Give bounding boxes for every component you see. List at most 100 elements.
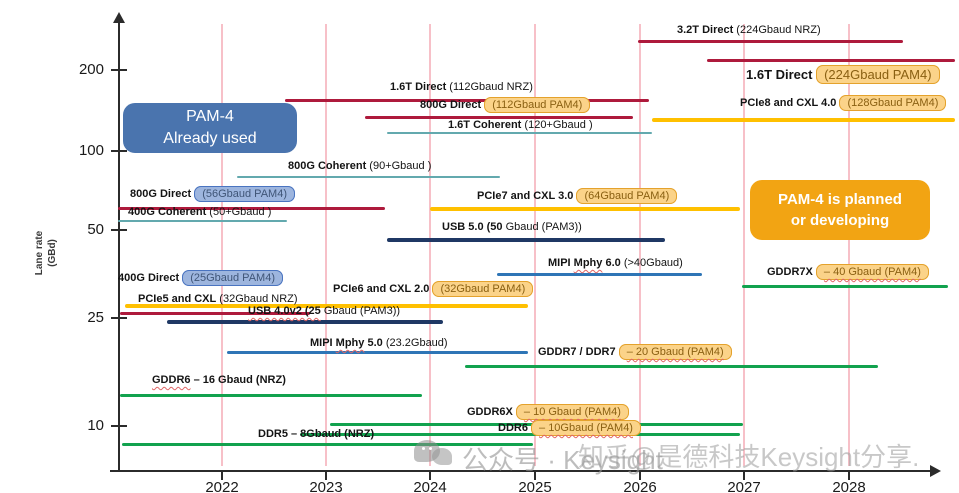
bar-label-part: 5.0: [364, 337, 383, 349]
callout-pam4-already-used: PAM-4 Already used: [123, 103, 297, 153]
bar-label-part: (224Gbaud NRZ): [733, 24, 821, 36]
x-axis-arrow-icon: [930, 465, 941, 477]
x-tick-label-2025: 2025: [518, 479, 552, 493]
bar-label-part: 800G Direct: [420, 99, 485, 111]
x-tick-label-2028: 2028: [832, 479, 866, 493]
bar-label-pcie6-and-cxl-2-0: PCIe6 and CXL 2.0 (32Gbaud PAM4): [333, 281, 534, 297]
x-tick-label-2022: 2022: [205, 479, 239, 493]
x-tick-label-2023: 2023: [309, 479, 343, 493]
bar-label-part: – 20 Gbaud (PAM4): [618, 344, 732, 360]
timeline-bar-mipi-mphy-5-0: [227, 350, 528, 354]
watermark-text-zhihu: 知乎@是德科技Keysight分享.: [578, 442, 920, 472]
bar-label-part: (112Gbaud NRZ): [446, 81, 533, 93]
timeline-bar-1-6t-direct-nrz: [285, 98, 649, 102]
y-tick-label-25: 25: [87, 309, 104, 327]
bar-label-part: 3.2T Direct: [677, 24, 734, 36]
year-gridline-2027: [743, 24, 745, 466]
timeline-bar-pcie6-and-cxl-2-0: [385, 304, 528, 308]
y-axis-arrow-icon: [113, 12, 125, 23]
timeline-bar-gddr7x: [742, 284, 948, 288]
timeline-bar-gddr7-ddr7: [465, 364, 878, 368]
y-tick-label-50: 50: [87, 221, 104, 239]
timeline-bar-800g-coherent: [237, 176, 500, 178]
bar-label-usb-4-0v2: USB 4.0v2 (25 Gbaud (PAM3)): [248, 305, 400, 319]
bar-label-3-2t-direct: 3.2T Direct (224Gbaud NRZ): [677, 24, 821, 38]
bar-label-mipi-mphy-6-0: MIPI Mphy 6.0 (>40Gbaud): [548, 257, 683, 271]
timeline-bar-ddr6: [300, 432, 740, 436]
timeline-bar-pcie5-and-cxl: [125, 304, 430, 308]
bar-label-part: Gbaud (PAM3)): [502, 221, 582, 233]
bar-label-part: (128Gbaud PAM4): [839, 95, 947, 111]
timeline-bar-pcie8-and-cxl-4-0: [652, 118, 955, 122]
bar-label-part: (90+Gbaud ): [366, 160, 432, 172]
bar-label-800g-direct-112g: 800G Direct (112Gbaud PAM4): [420, 97, 591, 113]
bar-label-part: USB 5.0 (50: [442, 221, 503, 233]
bar-label-part: USB 4.0v2 (25: [248, 305, 321, 317]
bar-label-pcie8-and-cxl-4-0: PCIe8 and CXL 4.0 (128Gbaud PAM4): [740, 95, 947, 111]
bar-label-part: GDDR7X: [767, 266, 816, 278]
bar-label-part: – 10Gbaud (PAM4): [531, 420, 641, 436]
year-gridline-2024: [429, 24, 431, 466]
bar-label-gddr7-ddr7: GDDR7 / DDR7 – 20 Gbaud (PAM4): [538, 344, 732, 360]
callout-pam4-planned: PAM-4 is planned or developing: [750, 180, 930, 240]
bar-label-part: 400G Coherent: [128, 206, 207, 218]
timeline-bar-800g-direct-112g: [365, 115, 633, 119]
bar-label-1-6t-direct-nrz: 1.6T Direct (112Gbaud NRZ): [390, 81, 533, 95]
callout-line: PAM-4 is planned: [778, 191, 902, 208]
x-tick-label-2026: 2026: [623, 479, 657, 493]
timeline-bar-400g-direct: [120, 311, 310, 315]
timeline-bar-mipi-mphy-6-0: [497, 272, 702, 276]
bar-label-part: – 40 Gbaud (PAM4): [815, 264, 929, 280]
y-axis-title-line2: (GBd): [47, 239, 58, 267]
bar-label-pcie5-and-cxl: PCIe5 and CXL (32Gbaud NRZ): [138, 293, 298, 307]
timeline-bar-1-6t-coherent: [387, 132, 652, 134]
bar-label-part: (64Gbaud PAM4): [576, 188, 678, 204]
callout-line: Already used: [163, 130, 257, 147]
bar-label-part: (>40Gbaud): [620, 257, 683, 269]
bar-label-part: GDDR6X: [467, 406, 516, 418]
x-tick-label-2027: 2027: [727, 479, 761, 493]
bar-label-part: (224Gbaud PAM4): [816, 65, 940, 84]
bar-label-part: MIPI: [548, 257, 574, 269]
bar-label-part: (112Gbaud PAM4): [484, 97, 591, 113]
bar-label-part: 800G Coherent: [288, 160, 367, 172]
x-tick-2028: [848, 471, 850, 480]
bar-label-part: PCIe7 and CXL 3.0: [477, 190, 577, 202]
bar-label-part: 400G Direct: [118, 272, 183, 284]
timeline-bar-gddr6: [120, 393, 422, 397]
bar-label-mipi-mphy-5-0: MIPI Mphy 5.0 (23.2Gbaud): [310, 337, 448, 351]
bar-label-ddr5: DDR5 – 8Gbaud (NRZ): [258, 428, 374, 442]
x-tick-2023: [325, 471, 327, 480]
timeline-bar-1-6t-direct-pam4: [707, 58, 955, 62]
bar-label-part: Gbaud (PAM3)): [320, 305, 401, 317]
year-gridline-2023: [325, 24, 327, 466]
year-gridline-2025: [534, 24, 536, 466]
bar-label-400g-direct: 400G Direct (25Gbaud PAM4): [118, 270, 283, 286]
timeline-bar-usb-4-0v2: [167, 320, 443, 324]
year-gridline-2022: [221, 24, 223, 466]
bar-label-part: Mphy: [573, 257, 603, 269]
x-tick-2022: [221, 471, 223, 480]
bar-label-part: (23.2Gbaud): [382, 337, 448, 349]
bar-label-part: 6.0: [602, 257, 621, 269]
y-tick-label-100: 100: [78, 142, 104, 160]
bar-label-gddr6: GDDR6 – 16 Gbaud (NRZ): [152, 374, 286, 388]
bar-label-part: GDDR6: [152, 374, 191, 386]
x-tick-label-2024: 2024: [413, 479, 447, 493]
bar-label-gddr6x: GDDR6X – 10 Gbaud (PAM4): [467, 404, 629, 420]
timeline-bar-3-2t-direct: [638, 39, 903, 43]
year-gridline-2028: [848, 24, 850, 466]
bar-label-400g-coherent: 400G Coherent (50+Gbaud ): [128, 206, 271, 220]
timeline-bar-800g-direct-56g: [118, 206, 385, 210]
bar-label-part: GDDR7 / DDR7: [538, 346, 619, 358]
bar-label-part: 1.6T Direct: [390, 81, 447, 93]
callout-line: PAM-4: [186, 107, 234, 125]
bar-label-part: DDR5 – 8Gbaud (NRZ): [258, 428, 375, 440]
bar-label-gddr7x: GDDR7X – 40 Gbaud (PAM4): [767, 264, 929, 280]
wechat-eye: [422, 447, 425, 450]
bar-label-part: PCIe6 and CXL 2.0: [333, 283, 433, 295]
bar-label-1-6t-direct-pam4: 1.6T Direct (224Gbaud PAM4): [746, 65, 940, 84]
timeline-bar-400g-coherent: [118, 220, 287, 222]
bar-label-part: – 16 Gbaud (NRZ): [190, 374, 286, 386]
